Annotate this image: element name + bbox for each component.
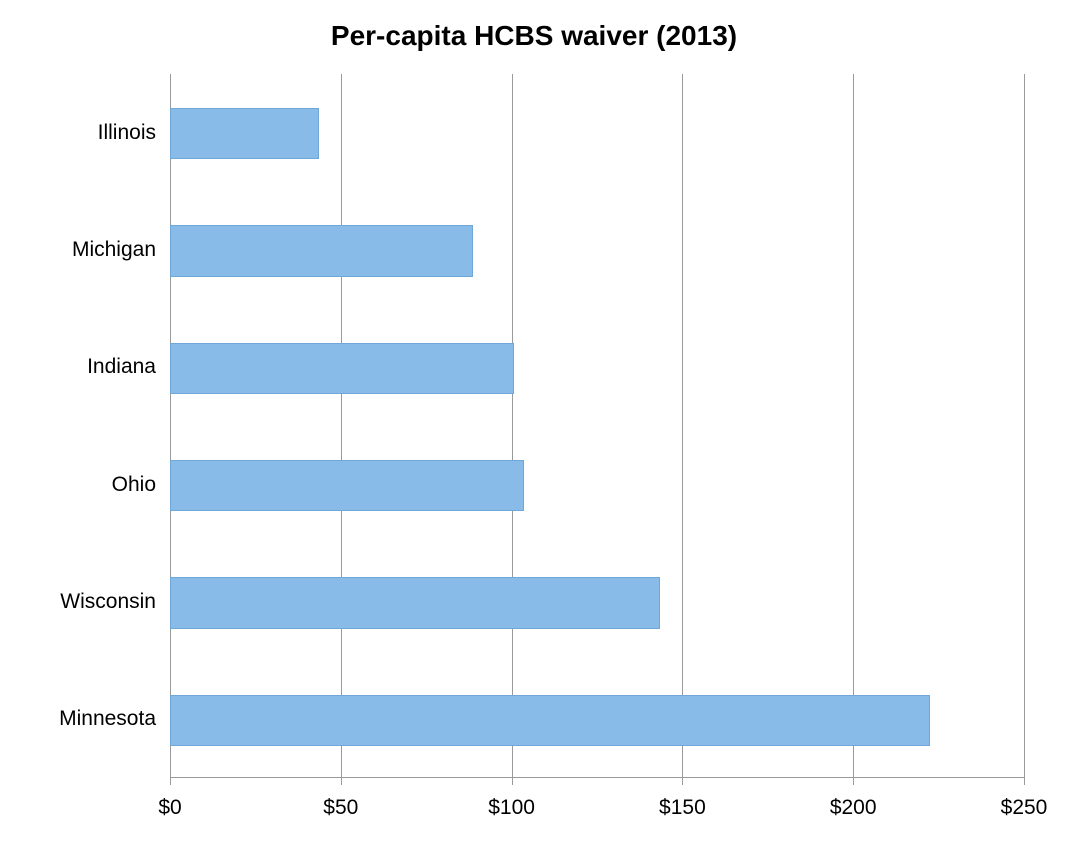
bar-indiana xyxy=(170,343,514,394)
x-axis-label: $0 xyxy=(158,796,181,820)
y-axis-label: Minnesota xyxy=(59,707,170,731)
hcbs-chart: Per-capita HCBS waiver (2013) $0$50$100$… xyxy=(0,0,1068,868)
x-axis-label: $100 xyxy=(488,796,535,820)
y-axis-label: Michigan xyxy=(72,238,170,262)
x-axis-label: $150 xyxy=(659,796,706,820)
x-tick xyxy=(853,778,854,785)
x-tick xyxy=(170,778,171,785)
x-axis-label: $250 xyxy=(1001,796,1048,820)
x-axis-label: $50 xyxy=(323,796,358,820)
y-axis-label: Illinois xyxy=(98,121,170,145)
gridline xyxy=(1024,74,1025,778)
x-tick xyxy=(682,778,683,785)
gridline xyxy=(341,74,342,778)
x-tick xyxy=(341,778,342,785)
y-axis-label: Wisconsin xyxy=(60,590,170,614)
y-axis-label: Indiana xyxy=(87,355,170,379)
gridline xyxy=(512,74,513,778)
x-tick xyxy=(512,778,513,785)
bar-wisconsin xyxy=(170,577,660,628)
gridline xyxy=(682,74,683,778)
x-tick xyxy=(1024,778,1025,785)
bar-michigan xyxy=(170,225,473,276)
chart-title: Per-capita HCBS waiver (2013) xyxy=(0,20,1068,52)
bar-minnesota xyxy=(170,695,930,746)
gridline xyxy=(170,74,171,778)
x-axis-line xyxy=(170,777,1024,778)
bar-ohio xyxy=(170,460,524,511)
bar-illinois xyxy=(170,108,319,159)
y-axis-label: Ohio xyxy=(112,473,170,497)
x-axis-label: $200 xyxy=(830,796,877,820)
plot-area: $0$50$100$150$200$250IllinoisMichiganInd… xyxy=(170,74,1024,778)
gridline xyxy=(853,74,854,778)
